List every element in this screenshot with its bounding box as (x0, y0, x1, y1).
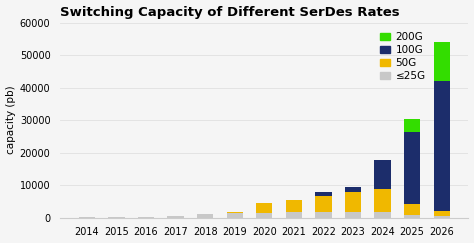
Bar (227, 213, 243, 218)
Bar (286, 212, 302, 218)
Bar (374, 212, 391, 218)
Bar (434, 217, 450, 218)
Bar (374, 189, 391, 212)
Bar (345, 192, 361, 212)
Bar (404, 119, 420, 132)
Bar (374, 160, 391, 189)
Bar (286, 200, 302, 212)
Bar (138, 217, 154, 218)
Bar (315, 196, 332, 212)
Bar (167, 216, 184, 218)
Bar (109, 217, 125, 218)
Bar (404, 215, 420, 218)
Bar (345, 187, 361, 192)
Bar (404, 204, 420, 215)
Bar (256, 213, 273, 218)
Bar (227, 212, 243, 213)
Y-axis label: capacity (pb): capacity (pb) (6, 86, 16, 154)
Bar (345, 212, 361, 218)
Legend: 200G, 100G, 50G, ≤25G: 200G, 100G, 50G, ≤25G (376, 28, 430, 86)
Bar (404, 132, 420, 204)
Bar (79, 217, 95, 218)
Bar (434, 211, 450, 217)
Bar (434, 42, 450, 81)
Bar (315, 192, 332, 196)
Bar (434, 81, 450, 211)
Bar (315, 212, 332, 218)
Text: Switching Capacity of Different SerDes Rates: Switching Capacity of Different SerDes R… (60, 6, 400, 18)
Bar (197, 215, 213, 218)
Bar (256, 203, 273, 213)
